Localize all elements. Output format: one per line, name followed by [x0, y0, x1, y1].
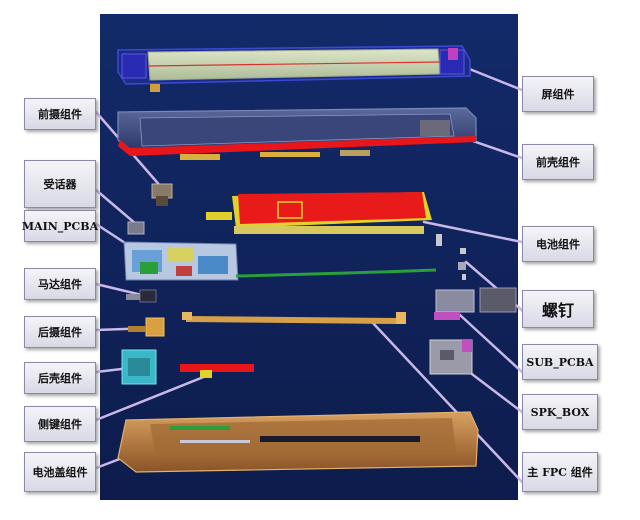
part-battery-assembly: [206, 192, 442, 246]
label-front-camera: 前摄组件: [24, 98, 96, 130]
part-front-camera: [151, 183, 173, 206]
label-side-key: 侧键组件: [24, 406, 96, 442]
label-battery-assembly: 电池组件: [522, 226, 594, 262]
part-receiver: [127, 221, 145, 235]
leader-line-sub-pcba: [458, 313, 524, 374]
part-motor: [126, 289, 157, 303]
part-battery-cover: [117, 411, 479, 473]
part-side-key: [180, 364, 254, 378]
leader-line-front-housing: [468, 138, 524, 160]
label-rear-camera: 后摄组件: [24, 316, 96, 348]
part-sub-pcba: [434, 287, 517, 320]
leader-line-battery: [422, 220, 524, 244]
part-front-housing: [117, 107, 477, 160]
label-sub-pcba: SUB_PCBA: [522, 344, 598, 380]
part-rear-camera: [128, 317, 165, 337]
label-rear-housing: 后壳组件: [24, 362, 96, 394]
label-motor: 马达组件: [24, 268, 96, 300]
label-screws: 螺钉: [522, 290, 594, 328]
part-main-pcba: [123, 241, 437, 281]
leader-line-screen: [460, 64, 524, 92]
leader-line-main-fpc: [370, 320, 524, 484]
part-rear-housing: [121, 349, 157, 385]
label-main-fpc: 主 FPC 组件: [522, 452, 598, 492]
leader-line-side-key: [94, 374, 208, 422]
label-receiver: 受话器: [24, 160, 96, 208]
label-battery-cover: 电池盖组件: [24, 452, 96, 492]
part-spk-box: [429, 339, 473, 375]
part-screws: [458, 248, 466, 280]
part-screen-assembly: [117, 45, 471, 92]
leader-line-receiver: [94, 188, 138, 226]
label-screen-assembly: 屏组件: [522, 76, 594, 112]
part-main-fpc: [182, 312, 406, 324]
label-front-housing: 前壳组件: [522, 144, 594, 180]
label-main-pcba: MAIN_PCBA: [22, 210, 98, 242]
label-spk-box: SPK_BOX: [522, 394, 598, 430]
